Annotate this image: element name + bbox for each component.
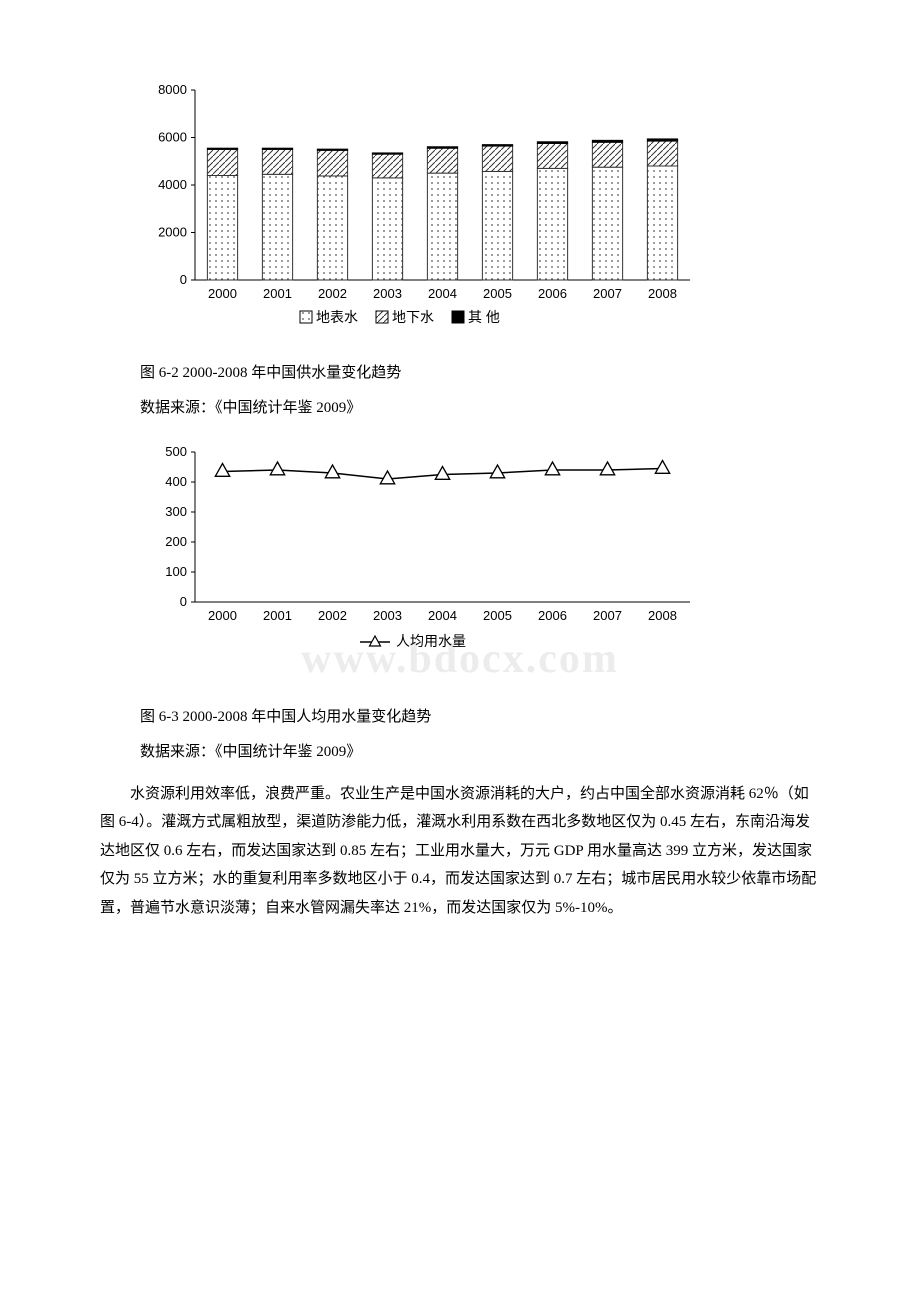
svg-text:0: 0 — [180, 594, 187, 609]
svg-text:6000: 6000 — [158, 130, 187, 145]
caption-chart1: 图 6-2 2000-2008 年中国供水量变化趋势 — [140, 360, 820, 387]
svg-text:2000: 2000 — [208, 286, 237, 301]
svg-text:地下水: 地下水 — [392, 309, 434, 325]
svg-text:2001: 2001 — [263, 286, 292, 301]
svg-text:400: 400 — [165, 474, 187, 489]
svg-text:200: 200 — [165, 534, 187, 549]
svg-text:8000: 8000 — [158, 82, 187, 97]
svg-text:2007: 2007 — [593, 608, 622, 623]
svg-text:2006: 2006 — [538, 286, 567, 301]
svg-text:0: 0 — [180, 272, 187, 287]
svg-text:2000: 2000 — [158, 225, 187, 240]
svg-text:2008: 2008 — [648, 608, 677, 623]
svg-text:2003: 2003 — [373, 608, 402, 623]
svg-text:100: 100 — [165, 564, 187, 579]
svg-text:2005: 2005 — [483, 608, 512, 623]
svg-text:地表水: 地表水 — [316, 309, 358, 325]
svg-text:500: 500 — [165, 444, 187, 459]
svg-text:2007: 2007 — [593, 286, 622, 301]
body-paragraph: 水资源利用效率低，浪费严重。农业生产是中国水资源消耗的大户，约占中国全部水资源消… — [100, 780, 820, 923]
svg-text:2002: 2002 — [318, 286, 347, 301]
svg-text:2004: 2004 — [428, 608, 457, 623]
caption-chart2: 图 6-3 2000-2008 年中国人均用水量变化趋势 — [140, 704, 820, 731]
svg-text:2006: 2006 — [538, 608, 567, 623]
source-chart1: 数据来源：《中国统计年鉴 2009》 — [140, 395, 820, 422]
svg-text:2000: 2000 — [208, 608, 237, 623]
chart2-svg: 0 100 200 300 400 500 2000 2001 2002 2003 2004 2005… — [140, 442, 700, 662]
svg-text:4000: 4000 — [158, 177, 187, 192]
svg-text:其 他: 其 他 — [468, 309, 500, 325]
svg-text:2005: 2005 — [483, 286, 512, 301]
chart-water-supply: 0 2000 4000 6000 8000 2000 2001 2002 2003 2004 200… — [140, 80, 820, 350]
chart1-svg: 0 2000 4000 6000 8000 2000 2001 2002 2003 2004 200… — [140, 80, 700, 340]
source-chart2: 数据来源：《中国统计年鉴 2009》 — [140, 739, 820, 766]
svg-text:2008: 2008 — [648, 286, 677, 301]
svg-text:2001: 2001 — [263, 608, 292, 623]
svg-text:2004: 2004 — [428, 286, 457, 301]
svg-text:300: 300 — [165, 504, 187, 519]
svg-text:人均用水量: 人均用水量 — [396, 633, 466, 649]
chart-per-capita: 0 100 200 300 400 500 2000 2001 2002 2003 2004 2005… — [140, 442, 820, 672]
svg-text:2002: 2002 — [318, 608, 347, 623]
svg-text:2003: 2003 — [373, 286, 402, 301]
